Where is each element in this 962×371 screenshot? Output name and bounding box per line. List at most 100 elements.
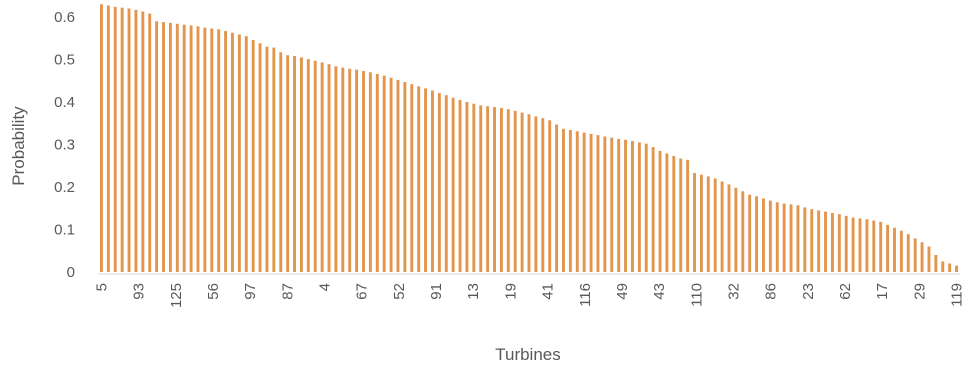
x-tick-label: 32: [725, 283, 742, 300]
bar: [844, 215, 848, 272]
y-tick-label: 0.2: [54, 179, 75, 196]
bars: [100, 4, 958, 273]
bar: [258, 43, 262, 272]
bar: [775, 202, 779, 272]
bar: [348, 68, 352, 272]
x-tick-label: 119: [949, 283, 962, 307]
bar: [886, 224, 890, 272]
bar: [879, 221, 883, 272]
bar: [768, 200, 772, 272]
bar: [410, 84, 414, 273]
x-tick-label: 17: [874, 283, 891, 300]
bar: [168, 22, 172, 273]
bar: [127, 8, 131, 272]
x-tick-label: 125: [168, 283, 185, 308]
bar: [424, 88, 428, 273]
bar: [720, 181, 724, 272]
x-tick-label: 62: [837, 283, 854, 300]
bar: [224, 31, 228, 273]
bar: [782, 203, 786, 272]
bar: [527, 114, 531, 272]
bar: [120, 7, 124, 273]
bar: [251, 39, 255, 273]
bar: [134, 9, 138, 273]
bar: [479, 105, 483, 273]
bar: [955, 265, 958, 273]
x-tick-label: 67: [354, 283, 371, 300]
x-tick-label: 4: [317, 283, 334, 291]
bar: [893, 227, 896, 272]
x-tick-label: 110: [688, 283, 705, 307]
bar: [279, 52, 283, 272]
bar: [472, 103, 476, 272]
x-tick-label: 13: [465, 283, 482, 300]
bar: [299, 57, 303, 273]
bar: [679, 158, 683, 272]
bar: [796, 205, 800, 272]
bar: [934, 255, 938, 272]
bar: [382, 75, 386, 273]
bar: [617, 138, 621, 272]
bar: [548, 120, 552, 272]
bar: [658, 150, 662, 272]
bar: [389, 77, 393, 272]
bar: [630, 141, 634, 272]
bar: [513, 110, 517, 273]
bar: [217, 29, 221, 272]
y-tick-label: 0.4: [54, 94, 75, 111]
bar: [541, 118, 545, 273]
bar: [320, 62, 324, 272]
bar: [582, 132, 586, 272]
x-tick-label: 52: [391, 283, 408, 300]
bar: [830, 212, 834, 273]
bar: [865, 219, 869, 272]
bar: [341, 67, 345, 272]
bar: [210, 28, 214, 273]
bar: [913, 238, 917, 273]
bar: [734, 187, 738, 272]
x-axis-title: Turbines: [495, 345, 561, 364]
bar: [562, 128, 565, 272]
bar: [637, 142, 641, 273]
x-tick-label: 116: [577, 283, 594, 307]
bar: [189, 25, 193, 272]
bar: [575, 131, 579, 272]
x-tick-label: 41: [540, 283, 557, 300]
bar: [203, 27, 207, 272]
bar: [437, 93, 441, 272]
bar: [162, 22, 165, 272]
bar: [520, 112, 524, 273]
y-tick-label: 0.6: [54, 9, 75, 26]
bar: [493, 107, 496, 272]
x-tick-label: 19: [502, 283, 519, 300]
x-tick-label: 29: [911, 283, 928, 300]
bar: [603, 136, 607, 272]
bar: [920, 242, 924, 272]
bar: [431, 90, 434, 272]
bar: [651, 147, 655, 272]
bar: [113, 6, 117, 273]
bar: [272, 47, 276, 272]
bar: [851, 217, 855, 272]
bar: [175, 23, 179, 272]
y-tick-label: 0: [67, 264, 75, 281]
bar: [727, 184, 731, 272]
bar: [100, 4, 103, 272]
bar: [755, 196, 759, 272]
bar: [286, 55, 290, 272]
bar: [355, 69, 359, 272]
bar: [713, 178, 717, 272]
bar: [506, 109, 510, 272]
bar: [789, 204, 793, 273]
bar: [148, 13, 152, 272]
bar: [741, 191, 745, 272]
x-tick-label: 86: [763, 283, 780, 300]
bar: [417, 86, 421, 272]
bar: [927, 246, 931, 272]
bar: [872, 220, 876, 272]
y-tick-label: 0.1: [54, 222, 75, 239]
bar: [499, 107, 503, 272]
bar: [444, 95, 448, 272]
x-tick-label: 91: [428, 283, 445, 300]
bar: [858, 218, 862, 272]
